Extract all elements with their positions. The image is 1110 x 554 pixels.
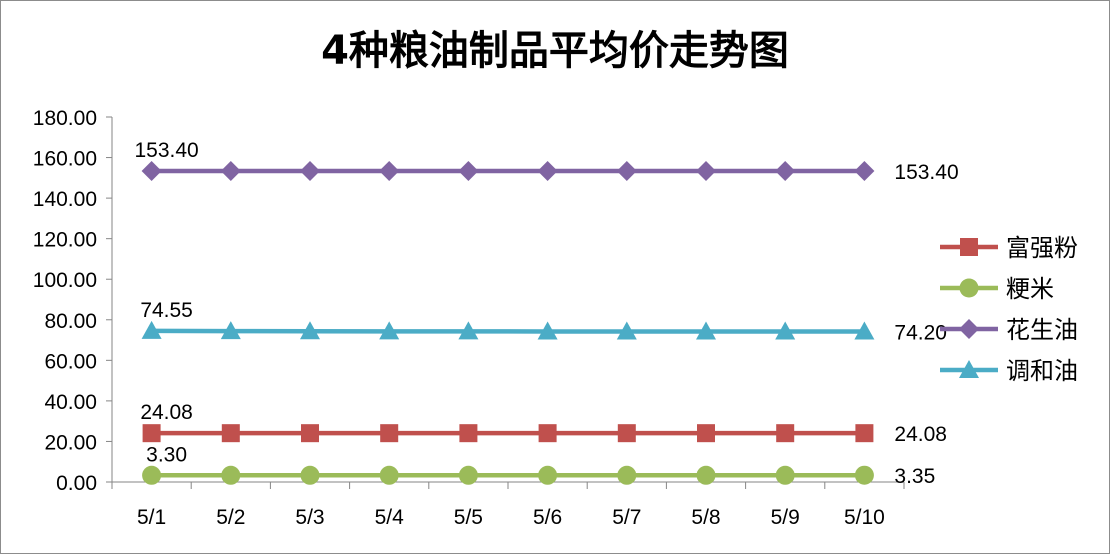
series-square (142, 424, 874, 443)
data-point-triangle (458, 321, 479, 340)
data-point-triangle (959, 360, 979, 378)
series-triangle (141, 320, 875, 340)
y-tick-label: 100.00 (33, 269, 97, 292)
data-point-triangle (141, 320, 162, 339)
data-point-diamond (379, 160, 400, 181)
data-point-triangle (616, 321, 637, 340)
data-point-circle (538, 465, 558, 485)
data-point-diamond (854, 160, 875, 181)
data-point-square (380, 424, 399, 443)
y-tick-label: 140.00 (33, 188, 97, 211)
data-point-diamond (220, 160, 241, 181)
data-labels: 24.08 24.08 3.30 3.35 153.40 153.40 74.55 74.20 (134, 139, 958, 488)
x-tick-label: 5/9 (771, 506, 800, 529)
legend-entry: 富强粉 (940, 235, 1078, 262)
data-point-circle (959, 278, 979, 298)
data-point-circle (854, 465, 874, 485)
legend-label: 富强粉 (1006, 235, 1078, 262)
data-point-triangle (537, 321, 558, 340)
data-label-start: 153.40 (134, 139, 198, 162)
legend-entry: 调和油 (940, 358, 1078, 385)
series-layer (141, 160, 875, 485)
data-point-triangle (696, 321, 716, 340)
y-tick-label: 180.00 (33, 107, 97, 130)
data-point-square (697, 424, 715, 443)
x-tick-label: 5/8 (691, 506, 720, 529)
y-tick-label: 0.00 (56, 472, 97, 495)
data-point-square (617, 424, 636, 443)
data-point-circle (221, 465, 241, 485)
data-point-circle (379, 465, 399, 485)
x-tick-label: 5/2 (216, 506, 245, 529)
data-label-start: 74.55 (140, 299, 193, 322)
data-point-triangle (854, 321, 875, 340)
data-point-circle (617, 465, 637, 485)
data-label-start: 24.08 (140, 401, 193, 424)
data-label-end: 74.20 (894, 322, 947, 345)
data-point-triangle (775, 321, 796, 340)
x-tick-label: 5/1 (137, 506, 166, 529)
y-tick-label: 40.00 (44, 391, 97, 414)
y-tick-label: 80.00 (44, 310, 97, 333)
x-tick-label: 5/3 (295, 506, 324, 529)
data-point-triangle (300, 321, 320, 340)
series-circle (142, 465, 874, 485)
series-diamond (141, 160, 875, 181)
y-tick-label: 60.00 (44, 350, 97, 373)
data-point-diamond (141, 160, 162, 181)
data-point-diamond (696, 160, 716, 181)
x-tick-label: 5/6 (533, 506, 562, 529)
data-point-circle (696, 465, 716, 485)
data-point-circle (458, 465, 478, 485)
series-line (151, 328, 865, 334)
x-tick-label: 5/5 (454, 506, 483, 529)
legend-label: 花生油 (1006, 317, 1078, 344)
data-point-square (776, 424, 795, 443)
data-point-diamond (616, 160, 637, 181)
legend-label: 调和油 (1006, 358, 1078, 385)
y-tick-label: 20.00 (44, 431, 97, 454)
data-point-square (301, 424, 319, 443)
data-point-circle (300, 465, 320, 485)
legend-entry: 粳米 (940, 276, 1054, 303)
data-point-circle (142, 465, 162, 485)
data-point-square (855, 424, 874, 443)
data-point-square (538, 424, 557, 443)
data-point-square (142, 424, 161, 443)
data-point-circle (775, 465, 795, 485)
y-tick-label: 120.00 (33, 229, 97, 252)
data-point-diamond (775, 160, 796, 181)
axes: 0.00 20.00 40.00 60.00 80.00 100.00 120.00 140.… (33, 107, 905, 529)
chart-title: 4种粮油制品平均价走势图 (321, 28, 789, 74)
y-tick-label: 160.00 (33, 148, 97, 171)
data-point-diamond (959, 319, 979, 339)
data-point-diamond (537, 160, 558, 181)
x-tick-label: 5/10 (844, 506, 885, 529)
x-tick-label: 5/7 (612, 506, 641, 529)
data-point-diamond (300, 160, 320, 181)
data-label-end: 153.40 (894, 161, 958, 184)
data-point-square (960, 238, 978, 256)
data-point-square (221, 424, 240, 443)
data-point-triangle (220, 321, 241, 340)
data-point-square (459, 424, 478, 443)
data-point-diamond (458, 160, 479, 181)
data-label-end: 3.35 (894, 465, 935, 488)
legend-label: 粳米 (1006, 276, 1054, 303)
legend-entry: 花生油 (940, 317, 1078, 344)
data-point-triangle (379, 321, 400, 340)
x-tick-label: 5/4 (375, 506, 405, 529)
data-label-end: 24.08 (894, 423, 947, 446)
data-label-start: 3.30 (146, 443, 187, 466)
